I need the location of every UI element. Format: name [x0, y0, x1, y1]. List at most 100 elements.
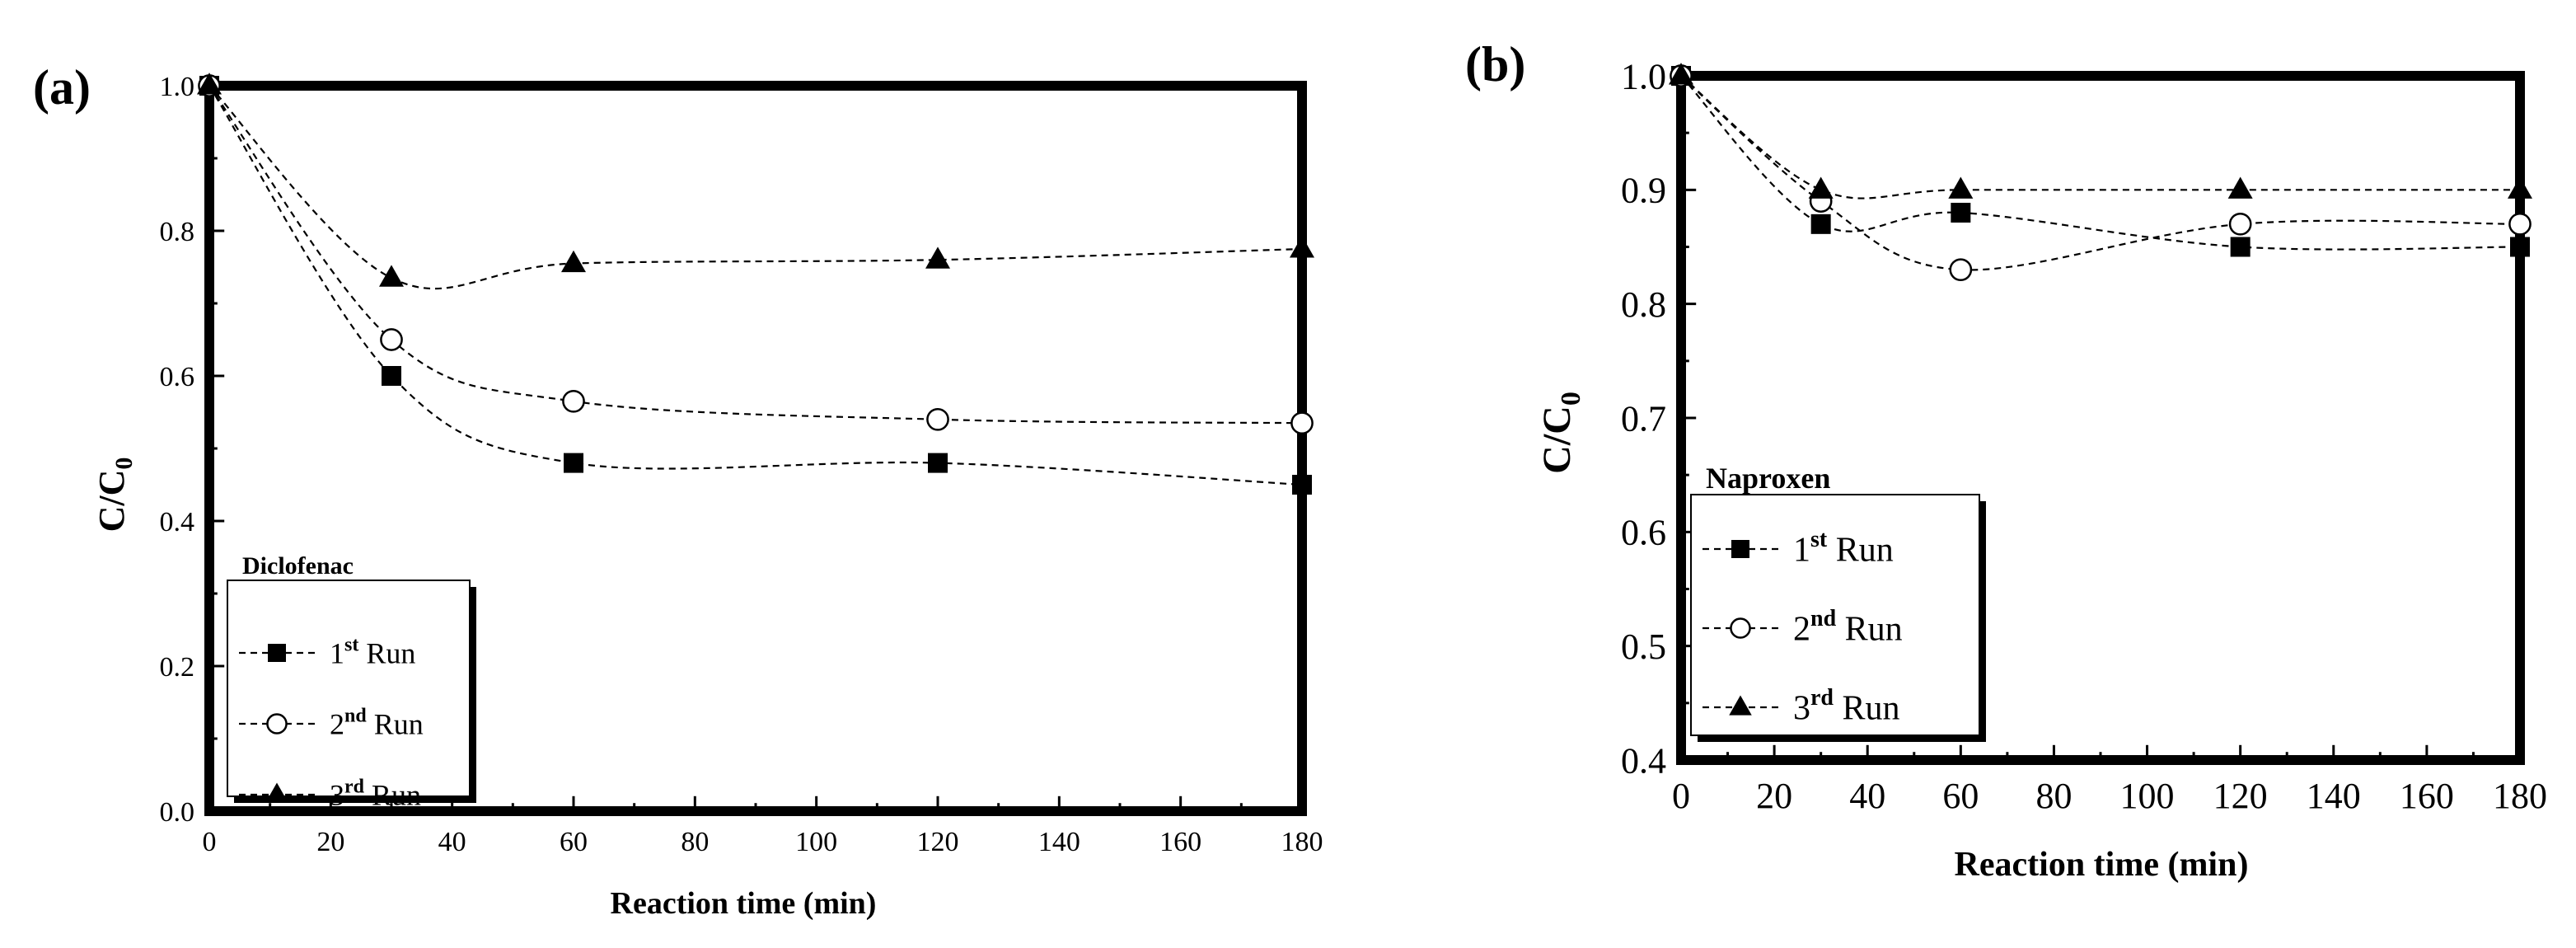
legend-label-run-2: 2nd Run: [330, 705, 424, 740]
x-tick-label: 40: [1849, 776, 1885, 816]
marker-run-3: [2227, 176, 2253, 199]
x-axis-label: Reaction time (min): [1955, 846, 2249, 884]
marker-run-1: [928, 453, 948, 473]
marker-run-2: [380, 328, 403, 351]
y-tick-label: 0.7: [1621, 398, 1666, 439]
x-tick-label: 120: [917, 827, 959, 857]
fit-curve-run-3: [1680, 75, 2520, 199]
legend-label-run-1: 1st Run: [330, 634, 415, 669]
legend-marker: [1730, 617, 1751, 639]
y-tick-label: 0.5: [1621, 627, 1666, 667]
marker-run-1: [2230, 237, 2250, 257]
marker-run-1: [382, 366, 401, 386]
marker-run-1: [2510, 237, 2530, 257]
x-tick-label: 20: [1756, 776, 1792, 816]
data-markers: [197, 73, 1314, 495]
data-markers: [1669, 63, 2532, 282]
legend-label-run-1: 1st Run: [1793, 527, 1894, 570]
fit-curve-run-3: [208, 85, 1303, 290]
x-tick-label: 60: [1942, 776, 1979, 816]
x-tick-label: 0: [1672, 776, 1690, 816]
y-axis-label: C/C0: [91, 458, 138, 533]
x-tick-label: 80: [681, 827, 709, 857]
x-tick-labels: 0 20 40 60 80 100 120 140 160 180: [1672, 776, 2547, 816]
y-axis-label-sub: 0: [110, 458, 138, 470]
legend: Naproxen 1st Run 2nd Run 3rd Run: [1690, 462, 1986, 742]
x-tick-label: 40: [438, 827, 466, 857]
x-tick-label: 140: [1038, 827, 1080, 857]
legend-marker: [265, 782, 288, 803]
marker-run-1: [1810, 214, 1831, 234]
fit-curves: [208, 85, 1303, 486]
marker-run-3: [2508, 176, 2532, 199]
marker-run-3: [1290, 236, 1314, 258]
marker-run-1: [1292, 475, 1312, 495]
y-tick-label: 0.2: [160, 652, 195, 683]
y-tick-label: 1.0: [1621, 56, 1666, 96]
marker-run-3: [197, 73, 222, 95]
marker-run-2: [1290, 411, 1314, 435]
x-tick-label: 20: [316, 827, 344, 857]
legend-marker: [1729, 695, 1752, 716]
marker-run-1: [564, 453, 583, 473]
legend-label-run-3: 3rd Run: [1793, 685, 1900, 728]
x-tick-label: 180: [2493, 776, 2547, 816]
y-tick-label: 0.6: [160, 362, 195, 392]
panel-a: (a) 0 20 40 60 80 100 120 140 160 180 0.00.20.40.…: [33, 60, 1323, 921]
marker-run-2: [2228, 212, 2252, 236]
panel-b: (b) 0 20 40 60 80 100 120 140 160 180 0.4 0.5 0.6 0.…: [1465, 37, 2547, 884]
legend-title: Naproxen: [1706, 462, 1830, 495]
legend-box: [1690, 494, 1980, 736]
fit-curve-run-2: [208, 85, 1303, 425]
marker-run-2: [2508, 212, 2532, 236]
y-tick-label: 0.6: [1621, 513, 1666, 553]
y-axis-label-main: C/C: [91, 470, 132, 533]
panel-label: (a): [33, 60, 91, 115]
panel-label: (b): [1465, 37, 1525, 92]
marker-run-3: [379, 265, 404, 287]
y-tick-labels: 0.0 0.2 0.4 0.6 0.8 1.0: [160, 72, 195, 828]
x-tick-label: 60: [560, 827, 588, 857]
fit-curve-run-1: [1680, 75, 2521, 251]
x-axis-label: Reaction time (min): [611, 886, 877, 921]
marker-run-1: [1951, 203, 1971, 223]
y-tick-label: 0.0: [160, 797, 195, 828]
x-tick-label: 160: [2400, 776, 2454, 816]
marker-run-3: [1808, 176, 1834, 199]
x-tick-label: 80: [2035, 776, 2072, 816]
x-tick-label: 100: [795, 827, 837, 857]
legend-marker: [268, 644, 286, 662]
y-axis-label-main: C/C: [1535, 406, 1579, 474]
fit-curves: [1680, 75, 2521, 271]
y-tick-label: 0.4: [160, 507, 195, 537]
x-tick-label: 180: [1281, 827, 1323, 857]
y-axis-label: C/C0: [1535, 392, 1586, 474]
legend-marker: [1731, 540, 1749, 558]
x-tick-label: 0: [203, 827, 217, 857]
x-tick-label: 100: [2120, 776, 2175, 816]
legend-box: [227, 580, 471, 797]
marker-run-3: [561, 250, 586, 273]
x-tick-label: 120: [2213, 776, 2268, 816]
y-tick-label: 1.0: [160, 72, 195, 102]
marker-run-3: [925, 246, 950, 269]
y-tick-labels: 0.4 0.5 0.6 0.7 0.8 0.9 1.0: [1621, 56, 1666, 781]
x-tick-label: 160: [1159, 827, 1201, 857]
legend-title: Diclofenac: [242, 552, 354, 580]
x-tick-labels: 0 20 40 60 80 100 120 140 160 180: [203, 827, 1323, 857]
y-axis-label-sub: 0: [1556, 392, 1586, 406]
marker-run-2: [1949, 258, 1973, 282]
legend-label-run-3: 3rd Run: [330, 776, 421, 811]
marker-run-3: [1669, 63, 1693, 85]
y-tick-label: 0.8: [160, 217, 195, 247]
legend-marker: [266, 713, 288, 734]
marker-run-2: [926, 407, 949, 431]
marker-run-2: [562, 389, 585, 413]
y-tick-label: 0.4: [1621, 740, 1666, 781]
legend: Diclofenac 1st Run 2nd Run 3rd Run: [227, 552, 476, 812]
marker-run-3: [1948, 176, 1974, 199]
legend-label-run-2: 2nd Run: [1793, 606, 1903, 649]
x-tick-label: 140: [2307, 776, 2361, 816]
y-tick-label: 0.9: [1621, 171, 1666, 211]
